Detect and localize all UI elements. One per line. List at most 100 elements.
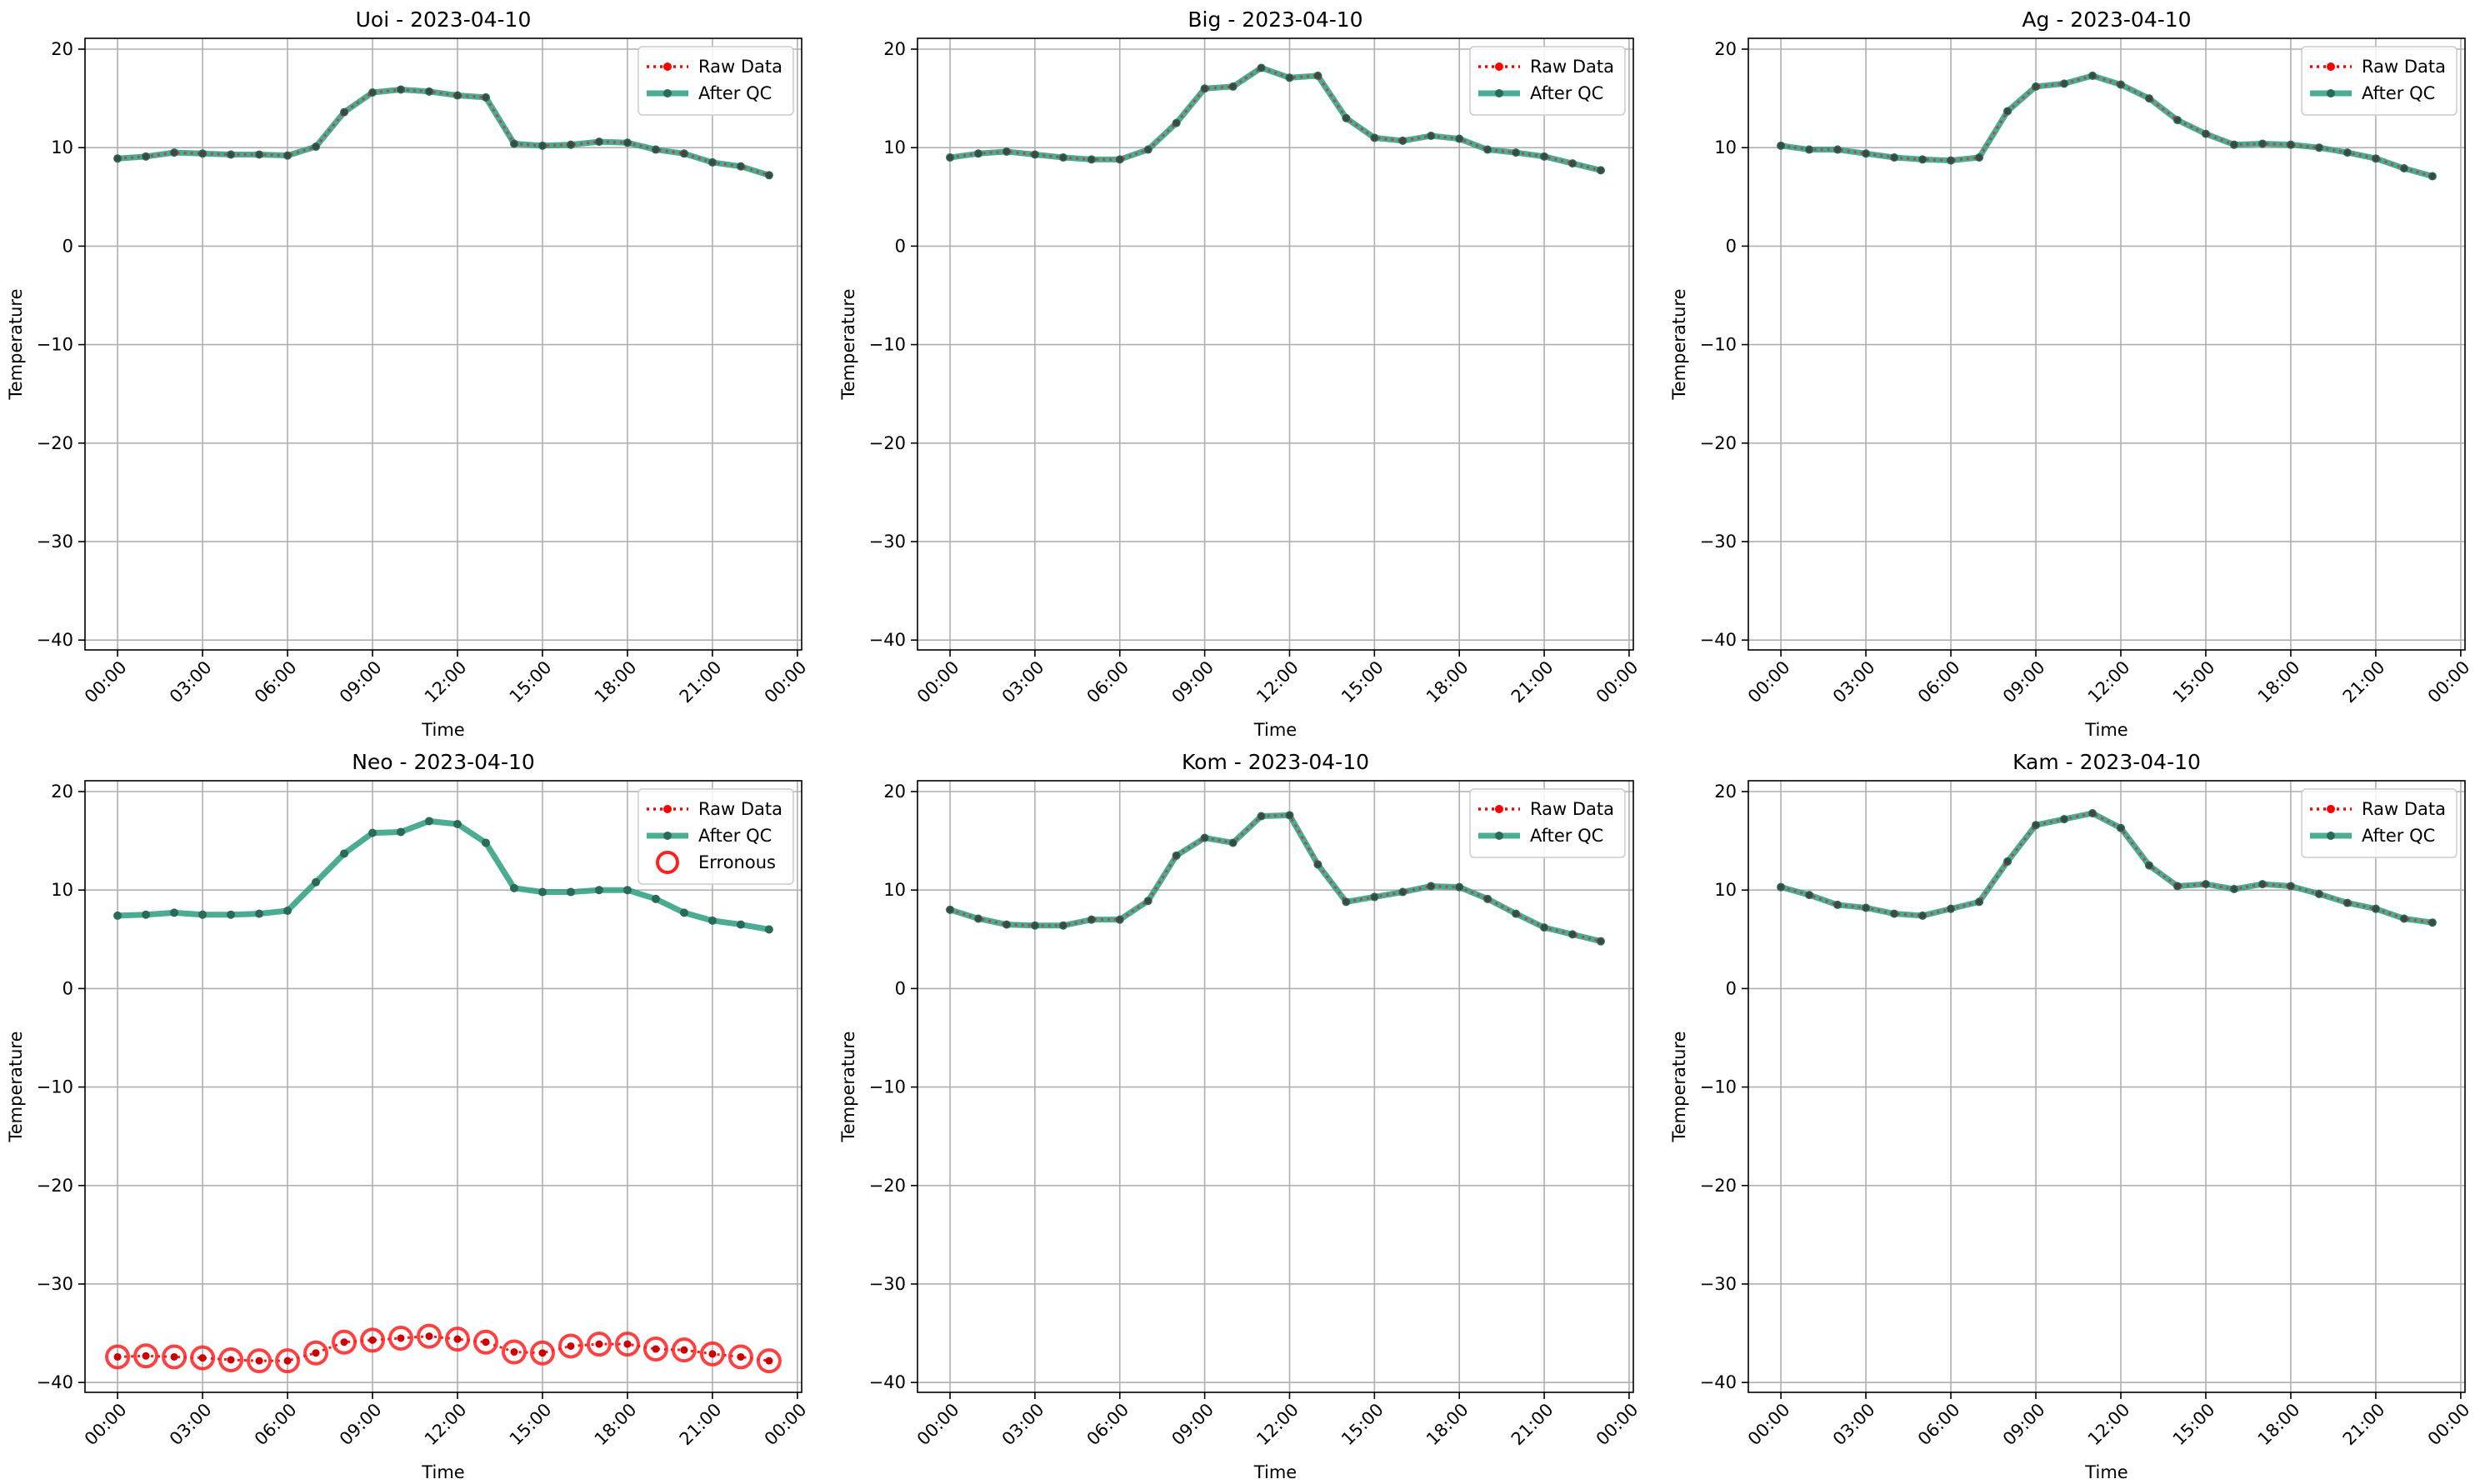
x-axis-label: Time (1253, 720, 1297, 740)
y-tick-label: 10 (883, 880, 906, 900)
x-tick-label: 00:00 (1744, 657, 1794, 707)
erroneous-marker (586, 1332, 612, 1357)
raw-data-point (738, 163, 744, 170)
x-tick-label: 06:00 (251, 657, 301, 707)
after-qc-point (764, 925, 773, 934)
erroneous-marker (472, 1329, 498, 1355)
raw-data-point (652, 147, 659, 153)
raw-data-point (975, 150, 982, 157)
after-qc-point (368, 828, 378, 837)
raw-data-point (1060, 922, 1067, 929)
erroneous-marker (756, 1348, 782, 1374)
raw-data-point (596, 138, 602, 145)
raw-data-point (398, 86, 404, 92)
raw-data-point (2032, 822, 2039, 828)
y-tick-label: 20 (51, 782, 73, 802)
y-tick-label: −30 (869, 1274, 906, 1294)
x-axis-label: Time (2084, 1462, 2128, 1482)
raw-data-point (312, 1349, 320, 1357)
x-tick-label: 12:00 (2084, 1400, 2134, 1450)
x-tick-label: 06:00 (1914, 1400, 1964, 1450)
series-raw-data-line (117, 87, 770, 177)
x-tick-label: 00:00 (2424, 657, 2474, 707)
legend-label: After QC (2362, 83, 2435, 103)
raw-data-point (1088, 917, 1095, 923)
legend-raw-data-marker (663, 62, 672, 71)
raw-data-point (2344, 900, 2351, 907)
subplot-3: −40 −30 −20 −10 0 10 20 00:00 03:00 06:00 09:00 12:… (6, 750, 810, 1482)
raw-data-point (1003, 148, 1010, 155)
legend-raw-data-marker (1495, 62, 1503, 71)
after-qc-point (651, 894, 660, 903)
raw-data-point (2288, 142, 2294, 148)
raw-data-point (680, 1346, 688, 1354)
legend-label: After QC (1530, 83, 1603, 103)
x-axis-label: Time (2084, 720, 2128, 740)
y-axis-label: Temperature (6, 288, 26, 400)
raw-data-point (284, 152, 291, 159)
raw-data-point (482, 1338, 490, 1347)
subplot-title: Kom - 2023-04-10 (1182, 750, 1369, 774)
legend-label: Erronous (698, 852, 776, 872)
raw-data-point (2061, 80, 2068, 87)
raw-data-point (1032, 151, 1038, 157)
raw-data-point (1371, 134, 1378, 141)
after-qc-point (198, 910, 208, 919)
y-tick-label: −40 (869, 1372, 906, 1392)
y-tick-label: 10 (1714, 880, 1737, 900)
y-tick-label: 10 (51, 880, 73, 900)
after-qc-point (227, 910, 236, 919)
erroneous-marker (558, 1333, 583, 1359)
raw-data-point (2231, 142, 2238, 148)
legend-raw-data-marker (2327, 805, 2335, 813)
y-tick-label: 0 (62, 978, 73, 998)
legend-after-qc-marker (2327, 89, 2335, 97)
x-tick-label: 21:00 (2339, 657, 2389, 707)
x-tick-label: 00:00 (1592, 657, 1642, 707)
raw-data-point (1541, 153, 1548, 160)
raw-data-point (1202, 85, 1208, 92)
raw-data-point (624, 139, 631, 146)
x-tick-label: 12:00 (1252, 657, 1302, 707)
raw-data-point (1806, 147, 1812, 153)
y-tick-label: −40 (37, 1372, 73, 1392)
series-raw-data-line (949, 813, 1602, 943)
raw-data-point (113, 1352, 122, 1361)
after-qc-point (397, 827, 406, 837)
legend-box (2301, 46, 2458, 116)
raw-data-point (1948, 906, 1954, 912)
raw-data-point (1117, 156, 1123, 162)
x-tick-label: 06:00 (1914, 657, 1964, 707)
erroneous-marker (360, 1327, 386, 1353)
raw-data-point (510, 1348, 518, 1357)
erroneous-marker (133, 1343, 159, 1369)
raw-data-point (1569, 160, 1576, 167)
x-tick-label: 09:00 (1168, 657, 1218, 707)
legend-raw-data-marker (1495, 805, 1503, 813)
y-axis-label: Temperature (838, 1031, 858, 1142)
x-tick-label: 15:00 (506, 1400, 556, 1450)
x-tick-label: 15:00 (506, 657, 556, 707)
x-tick-label: 21:00 (676, 657, 726, 707)
legend-after-qc-marker (2327, 832, 2335, 840)
raw-data-point (539, 142, 546, 149)
y-axis-label: Temperature (838, 288, 858, 400)
legend: Raw Data After QC (2301, 788, 2458, 858)
y-tick-label: −40 (869, 630, 906, 650)
x-axis-label: Time (421, 1462, 464, 1482)
legend-box (2301, 788, 2458, 858)
raw-data-point (1976, 154, 1982, 161)
y-tick-label: 20 (883, 39, 906, 59)
raw-data-point (283, 1357, 292, 1365)
raw-data-point (1891, 911, 1898, 917)
raw-data-point (397, 1334, 405, 1342)
x-tick-label: 18:00 (1422, 657, 1472, 707)
x-tick-label: 09:00 (336, 1400, 386, 1450)
raw-data-point (652, 1345, 660, 1353)
raw-data-point (170, 1352, 178, 1361)
raw-data-point (708, 1350, 717, 1358)
raw-data-point (1117, 917, 1123, 923)
legend-label: Raw Data (698, 57, 782, 77)
legend-box (1469, 46, 1626, 116)
